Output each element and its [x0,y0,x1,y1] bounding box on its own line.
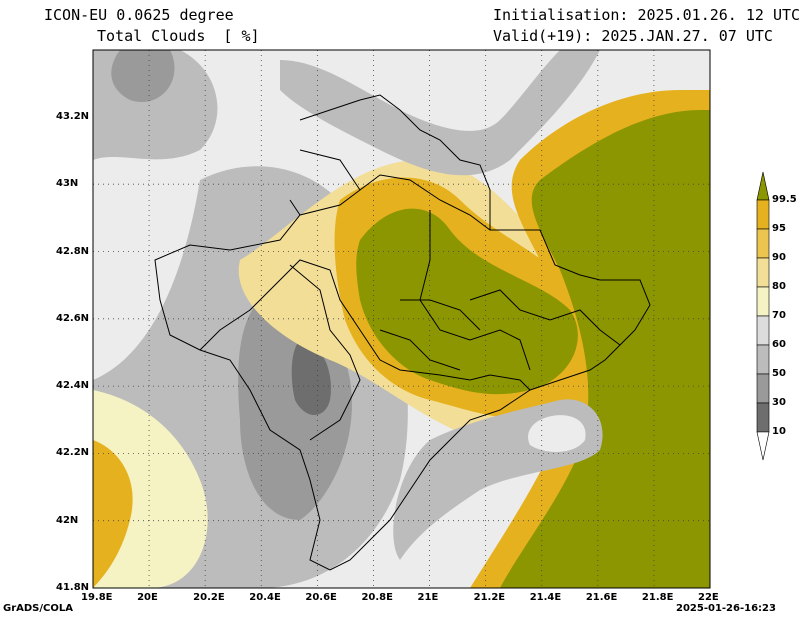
lon-tick-label: 21E [417,592,439,603]
timestamp-label: 2025-01-26-16:23 [676,603,776,614]
lat-tick-label: 42.4N [56,380,90,392]
colorbar-swatch [756,373,770,404]
colorbar-swatch [756,257,770,288]
grey-region-north [280,50,600,176]
lon-tick-label: 20.6E [305,592,337,603]
lon-tick-label: 20.2E [193,592,225,603]
colorbar-swatch [756,228,770,259]
colorbar-swatch [756,344,770,375]
legend-level-label: 30 [772,397,786,408]
grey-band-northwest [111,50,175,102]
legend-level-label: 70 [772,310,786,321]
lat-tick-label: 42.2N [56,447,90,459]
cloud-field [93,50,710,588]
lon-tick-label: 22E [698,592,719,603]
lon-tick-label: 20E [137,592,158,603]
colorbar-swatch [756,286,770,317]
colorbar-swatch [756,315,770,346]
legend-level-label: 50 [772,368,786,379]
lon-tick-label: 21.8E [641,592,674,603]
lon-tick-label: 20.4E [249,592,281,603]
colorbar-bottom-arrow [756,431,770,461]
lon-tick-label: 21.2E [473,592,506,603]
legend-level-label: 95 [772,223,786,234]
colorbar-swatch [756,199,770,230]
lat-tick-label: 41.8N [56,582,90,593]
legend-level-label: 80 [772,281,786,292]
lat-tick-label: 42.8N [56,245,90,257]
gold-region-southwest [93,440,133,588]
variable-title: Total Clouds [ %] [97,27,260,45]
colorbar-top-arrow [756,171,770,201]
valid-time: Valid(+19): 2025.JAN.27. 07 UTC [493,27,773,45]
lon-tick-label: 21.4E [529,592,562,603]
lon-tick-label: 20.8E [361,592,393,603]
lon-tick-label: 21.6E [585,592,618,603]
lat-tick-label: 42.6N [56,312,90,324]
lat-tick-label: 42N [56,514,79,526]
lat-tick-label: 43.2N [56,110,90,122]
legend-level-label: 10 [772,426,786,437]
clear-region-southeast [528,415,586,452]
legend-level-label: 90 [772,252,786,263]
district-borders [154,94,651,571]
lon-tick-label: 19.8E [81,592,113,603]
olive-region-east [500,110,710,588]
legend-level-label: 60 [772,339,786,350]
credit-label: GrADS/COLA [3,603,73,614]
colorbar-swatch [756,402,770,433]
legend-level-label: 99.5 [772,194,797,205]
darkest-region-center [291,340,331,415]
map-frame [92,49,711,589]
model-title: ICON-EU 0.0625 degree [44,6,234,24]
init-time: Initialisation: 2025.01.26. 12 UTC [493,6,800,24]
lat-tick-label: 43N [56,178,79,190]
colorbar [756,171,770,461]
